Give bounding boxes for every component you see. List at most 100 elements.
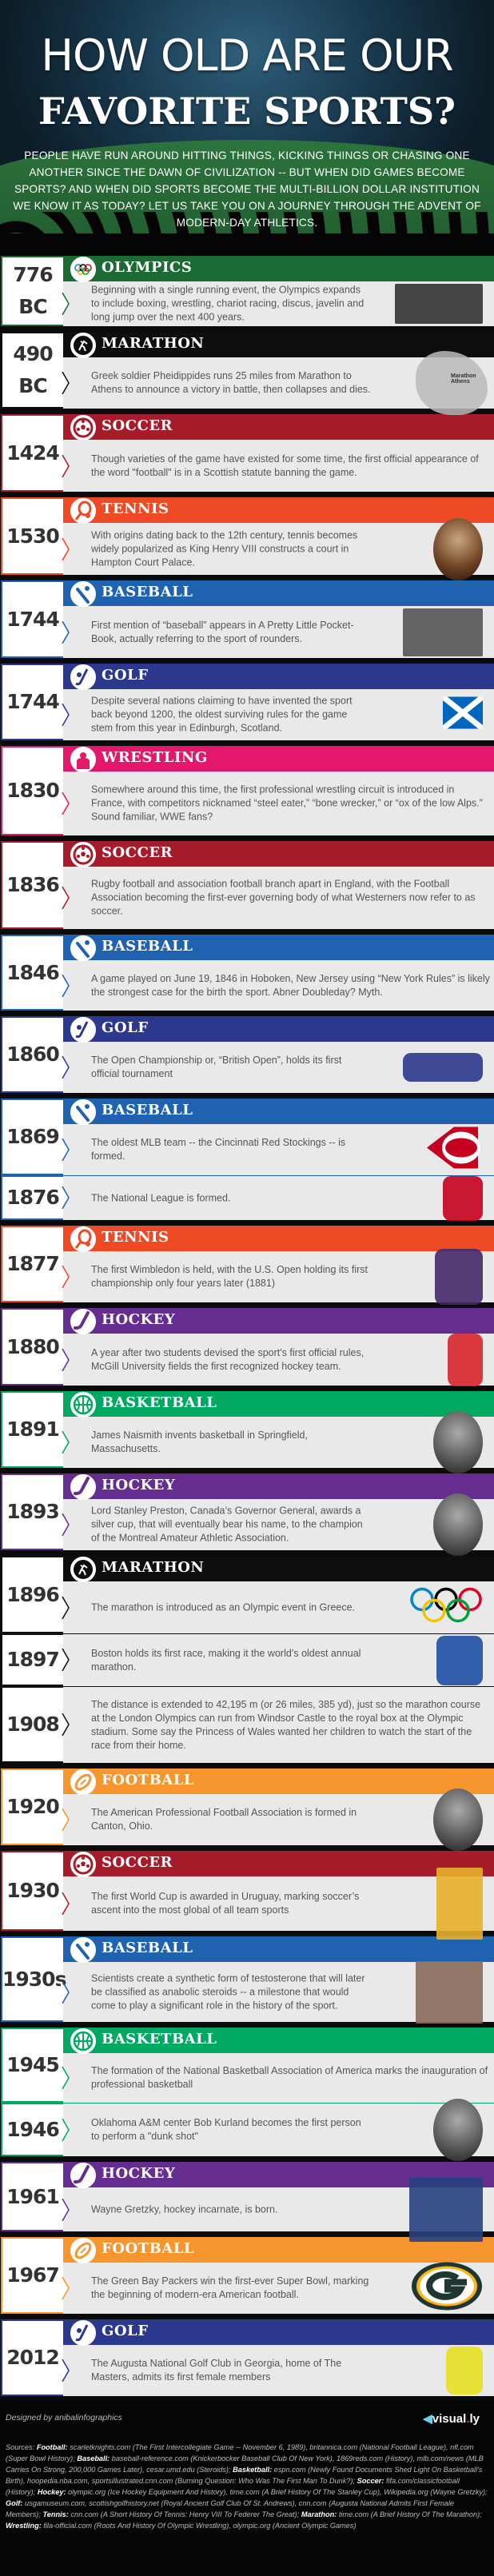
sport-header-band: HOCKEY: [62, 1308, 494, 1334]
source-links: usgamuseum.com, scottishgolfhistory.net …: [6, 2499, 454, 2518]
year-box: 1946: [1, 2103, 63, 2156]
sport-header-band: SOCCER: [62, 414, 494, 441]
bob-kurland-portrait: [433, 2099, 483, 2161]
ancient-athletes-silhouettes: [395, 284, 483, 324]
chevron-right-icon: [61, 2276, 70, 2300]
timeline-entry-hockey: HOCKEY Wayne Gretzky, hockey incarnate, i…: [0, 2162, 494, 2242]
event-description: First mention of “baseball” appears in A…: [91, 619, 354, 644]
soccer-ball-icon: [70, 1852, 96, 1877]
source-links: espn.com (Newly Found Documents Shed Lig…: [6, 2466, 483, 2485]
source-category: Soccer:: [357, 2477, 384, 2485]
year-label: 1897: [6, 1648, 60, 1671]
wimbledon-logo: [435, 1249, 483, 1305]
sport-header-band: BASEBALL: [62, 580, 494, 607]
year-label: 1930: [6, 1879, 60, 1902]
event-description: Greek soldier Pheidippides runs 25 miles…: [91, 370, 371, 395]
year-label: 1869: [6, 1125, 60, 1148]
event-description: Though varieties of the game have existe…: [91, 453, 479, 478]
sport-title: BASEBALL: [102, 938, 193, 955]
chevron-right-icon: [61, 620, 70, 644]
chevron-right-icon: [61, 2066, 70, 2090]
year-label: 1860: [6, 1043, 60, 1066]
year-label: 1830: [6, 779, 60, 802]
event-description: The formation of the National Basketball…: [91, 2065, 488, 2090]
sport-title: OLYMPICS: [102, 259, 193, 276]
event-description: The American Professional Football Assoc…: [91, 1807, 357, 1832]
sport-header-band: GOLF: [62, 664, 494, 690]
timeline-entry-basketball: BASKETBALL The formation of the National …: [0, 2028, 494, 2161]
timeline-row: The National League is formed. 1876: [0, 1175, 494, 1221]
event-body: Rugby football and association football …: [62, 867, 494, 929]
sport-title: BASEBALL: [102, 1102, 193, 1119]
event-description: Beginning with a single running event, t…: [91, 284, 365, 323]
timeline-entry-football: FOOTBALL The Green Bay Packers win the fi…: [0, 2237, 494, 2314]
sport-title: GOLF: [102, 667, 149, 684]
year-label: 1880: [6, 1334, 60, 1358]
chevron-right-icon: [61, 1596, 70, 1619]
brand-dot: .: [466, 2412, 470, 2426]
year-box: 1860: [1, 1016, 63, 1093]
cincinnati-reds-logo: [425, 1126, 483, 1174]
source-links: olympic.org (Ice Hockey Equipment And Hi…: [68, 2488, 488, 2496]
timeline-row: Scientists create a synthetic form of te…: [0, 1936, 494, 2024]
year-box: 1836: [1, 841, 63, 929]
event-description: The oldest MLB team -- the Cincinnati Re…: [91, 1137, 346, 1162]
timeline-entry-tennis: TENNIS The first Wimbledon is held, with …: [0, 1226, 494, 1305]
event-body: The oldest MLB team -- the Cincinnati Re…: [62, 1124, 494, 1175]
source-category: Marathon:: [301, 2510, 337, 2518]
source-category: Basketball:: [233, 2466, 273, 2474]
chevron-right-icon: [61, 2118, 70, 2141]
visually-logo[interactable]: ◀visual.ly: [423, 2411, 480, 2426]
designer-credit: Designed by anibalinfographics: [6, 2413, 122, 2422]
chevron-right-icon: [61, 2359, 70, 2383]
event-body: Lord Stanley Preston, Canada’s Governor …: [62, 1493, 494, 1556]
crowd-silhouette-base: [0, 233, 494, 256]
year-label: 1836: [6, 873, 60, 896]
source-category: Golf:: [6, 2499, 23, 2507]
sport-header-band: MARATHON: [62, 332, 494, 358]
event-body: The American Professional Football Assoc…: [62, 1788, 494, 1851]
year-box: 1869: [1, 1099, 63, 1175]
james-naismith-portrait: [433, 1411, 483, 1473]
event-description: A year after two students devised the sp…: [91, 1346, 365, 1372]
chevron-right-icon: [61, 1513, 70, 1537]
map-label: Athens: [451, 379, 470, 385]
world-cup-1930-poster: [436, 1868, 483, 1940]
timeline-row: The marathon is introduced as an Olympic…: [0, 1556, 494, 1633]
sport-header-band: TENNIS: [62, 1226, 494, 1252]
sport-title: BASEBALL: [102, 584, 193, 600]
timeline-entry-hockey: HOCKEY Lord Stanley Preston, Canada’s Gov…: [0, 1473, 494, 1556]
timeline-entry-golf: GOLF The Open Championship or, “British O…: [0, 1016, 494, 1093]
sources-prefix: Sources:: [6, 2443, 35, 2451]
timeline-row: Greek soldier Pheidippides runs 25 miles…: [0, 332, 494, 415]
sport-header-band: BASKETBALL: [62, 1391, 494, 1418]
the-open-championship-logo: [403, 1053, 483, 1082]
chevron-right-icon: [61, 1713, 70, 1737]
source-links: baseball-reference.com (Knickerbocker Ba…: [6, 2454, 484, 2474]
baseball-bat-icon: [70, 935, 96, 961]
chevron-right-icon: [61, 371, 70, 395]
year-box: 1744: [1, 580, 63, 658]
source-category: Baseball:: [77, 2454, 110, 2462]
chevron-right-icon: [61, 792, 70, 815]
intro-paragraph: People have run around hitting things, k…: [13, 150, 481, 229]
boston-marathon-logo: [436, 1635, 483, 1685]
event-description: Boston holds its first race, making it t…: [91, 1647, 361, 1673]
timeline-row: Oklahoma A&M center Bob Kurland becomes …: [0, 2099, 494, 2161]
year-box: 1920: [1, 1769, 63, 1845]
vintage-football-photo: [433, 1788, 483, 1851]
year-label: 2012: [6, 2346, 60, 2369]
golf-club-icon: [70, 2320, 96, 2346]
chevron-right-icon: [61, 1808, 70, 1832]
timeline-entry-golf: GOLF The Augusta National Golf Club in Ge…: [0, 2319, 494, 2396]
year-label: 1891: [6, 1418, 60, 1441]
sport-header-band: BASKETBALL: [62, 2028, 494, 2054]
timeline-row: Wayne Gretzky, hockey incarnate, is born…: [0, 2162, 494, 2242]
sport-title: BASKETBALL: [102, 2031, 217, 2048]
sport-header-band: WRESTLING: [62, 746, 494, 772]
sport-header-band: FOOTBALL: [62, 1769, 494, 1795]
event-description: Despite several nations claiming to have…: [91, 695, 353, 734]
source-category: Wrestling:: [6, 2522, 42, 2530]
sport-header-band: GOLF: [62, 1016, 494, 1043]
timeline-row: The first Wimbledon is held, with the U.…: [0, 1226, 494, 1305]
